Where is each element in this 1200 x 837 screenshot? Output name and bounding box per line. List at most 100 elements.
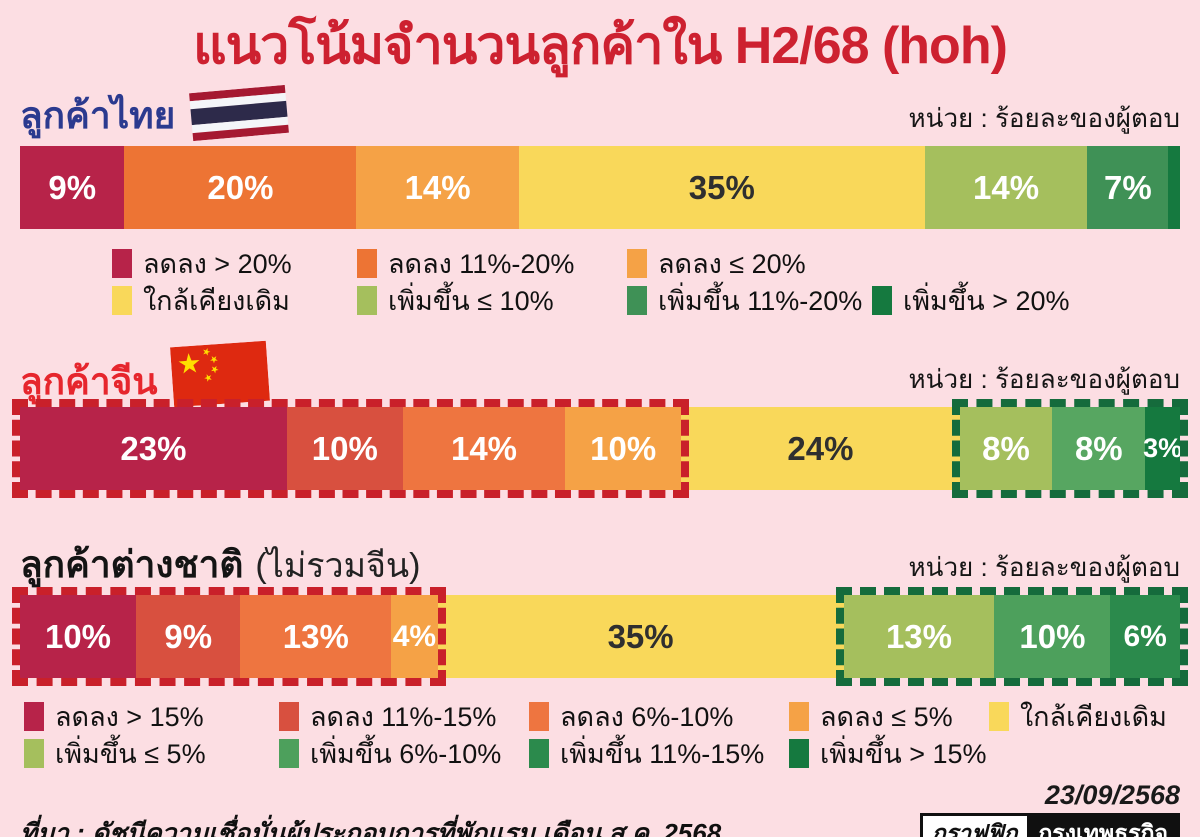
legend-item: ลดลง ≤ 20% bbox=[627, 242, 872, 285]
legend-item: เพิ่มขึ้น ≤ 5% bbox=[24, 732, 279, 775]
legend-row: เพิ่มขึ้น ≤ 5% เพิ่มขึ้น 6%-10% เพิ่มขึ้น … bbox=[20, 735, 1180, 772]
legend-item: เพิ่มขึ้น ≤ 10% bbox=[357, 279, 627, 322]
thailand-flag-icon bbox=[189, 85, 290, 142]
legend-swatch-icon bbox=[357, 249, 377, 279]
legend-label: เพิ่มขึ้น > 15% bbox=[820, 739, 987, 770]
legend-label: ลดลง ≤ 5% bbox=[820, 702, 953, 733]
bar-segment: 14% bbox=[356, 146, 519, 230]
bar-segment-group: 35% bbox=[437, 595, 844, 679]
bar-segment: 8% bbox=[959, 407, 1053, 491]
chart-title-foreign: ลูกค้าต่างชาติ (ไม่รวมจีน) bbox=[20, 538, 421, 592]
bar-segment: 24% bbox=[681, 407, 960, 491]
bar-segment: 10% bbox=[20, 595, 136, 679]
legend-label: เพิ่มขึ้น > 20% bbox=[903, 286, 1070, 317]
unit-label: หน่วย : ร้อยละของผู้ตอบ bbox=[908, 103, 1180, 134]
bar-segment: 6% bbox=[1110, 595, 1180, 679]
legend-swatch-icon bbox=[112, 286, 132, 316]
legend-swatch-icon bbox=[627, 286, 647, 316]
bar-segment-group: 23% 10% 14% 10% bbox=[11, 399, 690, 499]
footer: ที่มา : ดัชนีความเชื่อมั่นผู้ประกอบการที… bbox=[20, 812, 1180, 837]
china-flag-icon bbox=[169, 340, 270, 408]
bar-segment: 14% bbox=[924, 146, 1088, 230]
legend-item: ลดลง 11%-20% bbox=[357, 242, 627, 285]
unit-label: หน่วย : ร้อยละของผู้ตอบ bbox=[908, 552, 1180, 583]
chart-name-label: ลูกค้าจีน bbox=[20, 360, 158, 402]
bar-segment: 23% bbox=[20, 407, 287, 491]
legend-swatch-icon bbox=[872, 286, 892, 316]
legend-row: ใกล้เคียงเดิม เพิ่มขึ้น ≤ 10% เพิ่มขึ้น 11… bbox=[20, 282, 1180, 319]
legend-item: ลดลง ≤ 5% bbox=[789, 695, 989, 738]
publish-date: 23/09/2568 bbox=[1044, 780, 1180, 811]
stacked-bar-foreign: 10% 9% 13% 4% 35% 13% 10% 6% bbox=[12, 587, 1189, 687]
legend-swatch-icon bbox=[529, 702, 549, 732]
legend-swatch-icon bbox=[789, 739, 809, 769]
legend-swatch-icon bbox=[24, 739, 44, 769]
source-note: ที่มา : ดัชนีความเชื่อมั่นผู้ประกอบการที… bbox=[20, 817, 722, 837]
legend-row: ลดลง > 15% ลดลง 11%-15% ลดลง 6%-10% ลดลง ≤ … bbox=[20, 698, 1180, 735]
legend-item: เพิ่มขึ้น 11%-20% bbox=[627, 279, 872, 322]
legend-label: ลดลง 11%-15% bbox=[310, 702, 497, 733]
bar-segment: 10% bbox=[994, 595, 1111, 679]
publisher-logo-graphic-label: กราฟฟิก bbox=[922, 815, 1030, 837]
bar-segment: 10% bbox=[565, 407, 682, 491]
bar-segment-group: 13% 10% 6% bbox=[835, 587, 1189, 687]
publisher-logo: กราฟฟิก กรุงเทพธุรกิจ bbox=[919, 812, 1180, 837]
legend-swatch-icon bbox=[279, 702, 299, 732]
chart-name-label: ลูกค้าต่างชาติ bbox=[20, 543, 244, 585]
chart-name-label: ลูกค้าไทย bbox=[20, 94, 176, 136]
bar-segment bbox=[1168, 146, 1181, 230]
chart-header: ลูกค้าจีน หน่วย : ร้อยละของผู้ตอบ bbox=[20, 340, 1180, 408]
chart-name-suffix: (ไม่รวมจีน) bbox=[255, 547, 421, 586]
bar-segment: 7% bbox=[1087, 146, 1169, 230]
bar-segment: 4% bbox=[391, 595, 438, 679]
stacked-bar-thai: 9% 20% 14% 35% 14% 7% bbox=[20, 146, 1181, 230]
bar-segment: 35% bbox=[437, 595, 844, 679]
legend-swatch-icon bbox=[279, 739, 299, 769]
legend-label: เพิ่มขึ้น 6%-10% bbox=[310, 739, 502, 770]
legend-swatch-icon bbox=[112, 249, 132, 279]
bar-segment-group: 9% 20% 14% 35% 14% 7% bbox=[20, 146, 1181, 230]
legend-label: ลดลง 11%-20% bbox=[388, 249, 575, 280]
legend-item: ลดลง 11%-15% bbox=[279, 695, 529, 738]
page-title: แนวโน้มจำนวนลูกค้าใน H2/68 (hoh) bbox=[193, 17, 1008, 75]
chart-section-thai-customers: ลูกค้าไทย หน่วย : ร้อยละของผู้ตอบ 9% 20% 1… bbox=[20, 85, 1181, 319]
bar-segment: 13% bbox=[843, 595, 995, 679]
legend-item: เพิ่มขึ้น > 20% bbox=[872, 279, 1070, 322]
legend-row: ลดลง > 20% ลดลง 11%-20% ลดลง ≤ 20% bbox=[20, 245, 1180, 282]
legend-swatch-icon bbox=[989, 702, 1009, 732]
legend-swatch-icon bbox=[529, 739, 549, 769]
legend-item: เพิ่มขึ้น > 15% bbox=[789, 732, 989, 775]
legend-thai: ลดลง > 20% ลดลง 11%-20% ลดลง ≤ 20% ใกล้เคีย… bbox=[20, 245, 1180, 319]
legend-foreign: ลดลง > 15% ลดลง 11%-15% ลดลง 6%-10% ลดลง ≤ … bbox=[20, 698, 1180, 772]
bar-segment: 14% bbox=[402, 407, 566, 491]
legend-item: ลดลง 6%-10% bbox=[529, 695, 789, 738]
bar-segment-group: 24% bbox=[681, 407, 960, 491]
bar-segment: 8% bbox=[1052, 407, 1146, 491]
legend-swatch-icon bbox=[24, 702, 44, 732]
bar-segment-group: 10% 9% 13% 4% bbox=[12, 587, 446, 687]
legend-label: เพิ่มขึ้น ≤ 5% bbox=[55, 739, 206, 770]
legend-item: เพิ่มขึ้น 11%-15% bbox=[529, 732, 789, 775]
legend-swatch-icon bbox=[789, 702, 809, 732]
chart-section-chinese-customers: ลูกค้าจีน หน่วย : ร้อยละของผู้ตอบ 23% 10%… bbox=[11, 340, 1189, 499]
legend-label: ลดลง > 15% bbox=[55, 702, 204, 733]
chart-title-chinese: ลูกค้าจีน bbox=[20, 340, 270, 408]
chart-header: ลูกค้าไทย หน่วย : ร้อยละของผู้ตอบ bbox=[20, 85, 1180, 143]
legend-label: ลดลง 6%-10% bbox=[560, 702, 734, 733]
bar-segment: 10% bbox=[286, 407, 403, 491]
chart-section-foreign-customers: ลูกค้าต่างชาติ (ไม่รวมจีน) หน่วย : ร้อยล… bbox=[12, 538, 1189, 772]
legend-label: ใกล้เคียงเดิม bbox=[1020, 702, 1167, 733]
legend-item: ใกล้เคียงเดิม bbox=[112, 279, 357, 322]
legend-item: เพิ่มขึ้น 6%-10% bbox=[279, 732, 529, 775]
legend-label: เพิ่มขึ้น 11%-20% bbox=[658, 286, 863, 317]
legend-label: เพิ่มขึ้น 11%-15% bbox=[560, 739, 765, 770]
legend-swatch-icon bbox=[627, 249, 647, 279]
unit-label: หน่วย : ร้อยละของผู้ตอบ bbox=[908, 364, 1180, 395]
bar-segment: 35% bbox=[518, 146, 925, 230]
bar-segment: 9% bbox=[136, 595, 241, 679]
legend-label: ลดลง ≤ 20% bbox=[658, 249, 806, 280]
bar-segment: 9% bbox=[20, 146, 125, 230]
legend-item: ลดลง > 15% bbox=[24, 695, 279, 738]
legend-item: ลดลง > 20% bbox=[112, 242, 357, 285]
